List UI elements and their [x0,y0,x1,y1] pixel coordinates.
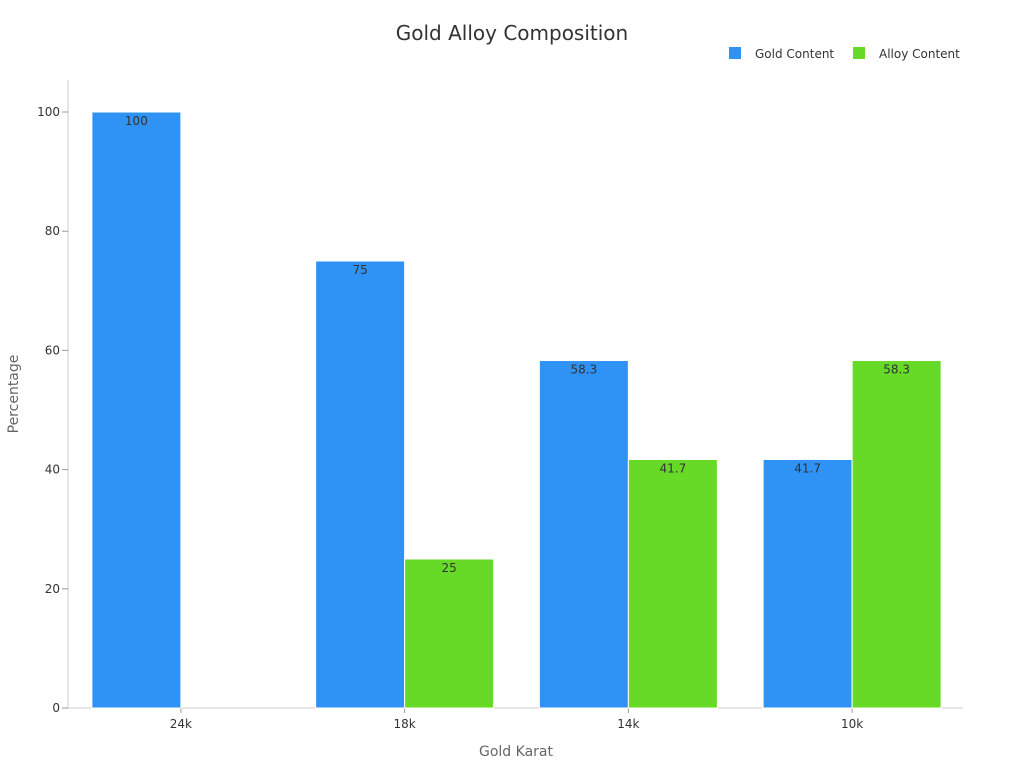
bars [91,111,942,709]
data-label: 41.7 [794,461,821,475]
x-tick-label: 24k [170,717,192,731]
y-ticks: 0 20 40 60 80 100 [37,105,68,715]
y-tick-label: 0 [52,701,60,715]
legend-label-gold: Gold Content [755,47,834,61]
data-label: 75 [352,263,367,277]
y-axis-title: Percentage [6,355,22,434]
bar-alloy-content-14k[interactable] [627,458,718,709]
x-tick-label: 14k [617,717,639,731]
data-label: 58.3 [571,363,598,377]
y-tick-label: 80 [45,224,60,238]
data-label: 100 [125,114,148,128]
y-tick-label: 60 [45,343,60,357]
x-tick-label: 18k [394,717,416,731]
x-tick-label: 10k [841,717,863,731]
y-tick-label: 40 [45,463,60,477]
x-axis-title: Gold Karat [479,744,553,760]
x-ticks: 24k 18k 14k 10k [170,708,863,731]
data-labels: 100 75 25 58.3 41.7 41.7 58.3 [125,114,910,575]
bar-gold-content-10k[interactable] [762,458,853,709]
y-tick-label: 20 [45,582,60,596]
y-tick-label: 100 [37,105,60,119]
bar-gold-content-14k[interactable] [538,360,629,709]
bar-alloy-content-10k[interactable] [851,360,942,709]
bar-gold-content-18k[interactable] [315,260,406,709]
legend-label-alloy: Alloy Content [879,47,960,61]
bar-alloy-content-18k[interactable] [404,558,495,709]
data-label: 25 [441,561,456,575]
legend-swatch-alloy [853,47,865,59]
chart-title: Gold Alloy Composition [396,21,628,45]
bar-gold-content-24k[interactable] [91,111,182,709]
data-label: 58.3 [883,363,910,377]
data-label: 41.7 [660,461,687,475]
legend: Gold Content Alloy Content [729,47,960,61]
legend-swatch-gold [729,47,741,59]
